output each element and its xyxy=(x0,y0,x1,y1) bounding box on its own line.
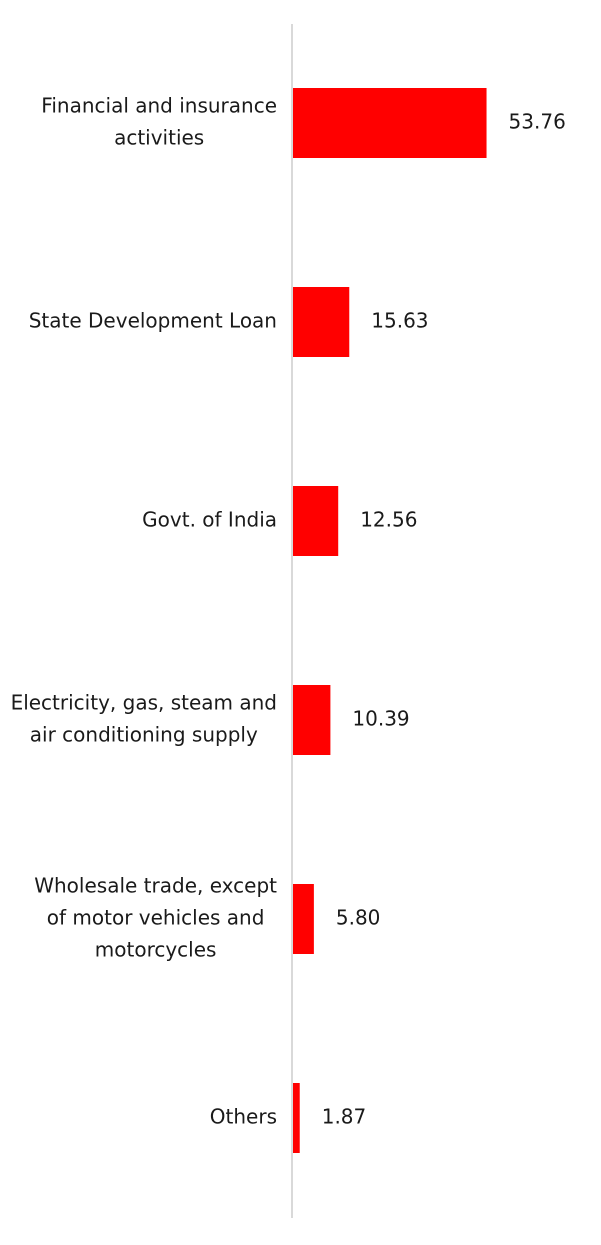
category-tick-label: Electricity, gas, steam and xyxy=(11,691,277,715)
category-tick-label: air conditioning supply xyxy=(30,723,258,747)
category-tick-label: motorcycles xyxy=(95,938,217,962)
data-label: 1.87 xyxy=(322,1105,367,1129)
bar-group xyxy=(293,88,487,1153)
value-labels: 53.76 15.63 12.56 10.39 5.80 1.87 xyxy=(322,110,566,1129)
category-labels: Financial and insurance activities State D… xyxy=(11,94,278,1129)
data-label: 5.80 xyxy=(336,906,381,930)
bar xyxy=(293,685,331,755)
bar xyxy=(293,1083,300,1153)
data-label: 12.56 xyxy=(360,508,417,532)
bar xyxy=(293,486,339,556)
data-label: 10.39 xyxy=(352,707,409,731)
category-tick-label: Wholesale trade, except xyxy=(34,874,277,898)
category-tick-label: of motor vehicles and xyxy=(47,906,265,930)
data-label: 53.76 xyxy=(509,110,566,134)
category-tick-label: activities xyxy=(114,126,204,150)
bar xyxy=(293,884,314,954)
category-tick-label: Others xyxy=(210,1105,277,1129)
category-tick-label: Financial and insurance xyxy=(41,94,277,118)
bar xyxy=(293,88,487,158)
category-tick-label: Govt. of India xyxy=(142,508,277,532)
data-label: 15.63 xyxy=(371,309,428,333)
category-tick-label: State Development Loan xyxy=(29,309,277,333)
bar xyxy=(293,287,350,357)
